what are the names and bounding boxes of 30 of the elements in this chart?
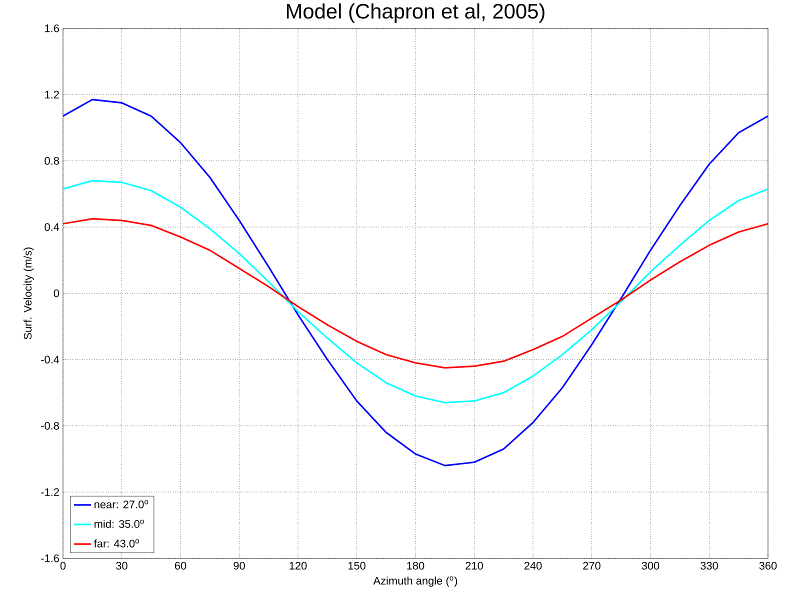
- x-tick-label: 300: [642, 562, 660, 570]
- legend-label: far: 43.0$^{o}$: [94, 539, 139, 548]
- x-tick-label: 120: [290, 562, 307, 570]
- y-tick-label: -1.2: [41, 488, 59, 496]
- legend-label: near: 27.0$^{o}$: [94, 500, 148, 508]
- x-tick-label: 60: [174, 562, 186, 570]
- x-tick-label: 0: [60, 562, 66, 570]
- y-tick-label: 0: [54, 289, 60, 298]
- x-axis-title: Azimuth angle ($^{o}$): [373, 576, 458, 587]
- legend-label: mid: 35.0$^{o}$: [94, 520, 144, 528]
- x-tick-label: 150: [348, 562, 366, 570]
- y-tick-label: 0.8: [44, 156, 59, 165]
- y-tick-label: -0.8: [41, 422, 59, 430]
- x-tick-label: 270: [583, 562, 600, 570]
- y-axis-title: Surf. Velocity (m/s): [24, 247, 34, 340]
- line-series: [63, 180, 768, 404]
- y-tick-label: -0.4: [41, 356, 60, 364]
- x-tick-label: 210: [466, 562, 483, 570]
- x-tick-label: 330: [700, 562, 718, 570]
- y-tick-label: -1.6: [41, 554, 59, 562]
- x-tick-label: 180: [407, 562, 424, 570]
- chart-title: Model (Chapron et al, 2005): [286, 3, 544, 23]
- y-tick-label: 1.2: [45, 90, 59, 98]
- x-tick-label: 90: [234, 562, 245, 570]
- y-tick-label: 0.4: [44, 223, 60, 231]
- x-tick-label: 360: [759, 562, 777, 570]
- line-series: [63, 98, 768, 466]
- y-tick-label: 1.6: [45, 24, 59, 32]
- x-tick-label: 30: [116, 562, 128, 570]
- x-tick-label: 240: [524, 562, 542, 570]
